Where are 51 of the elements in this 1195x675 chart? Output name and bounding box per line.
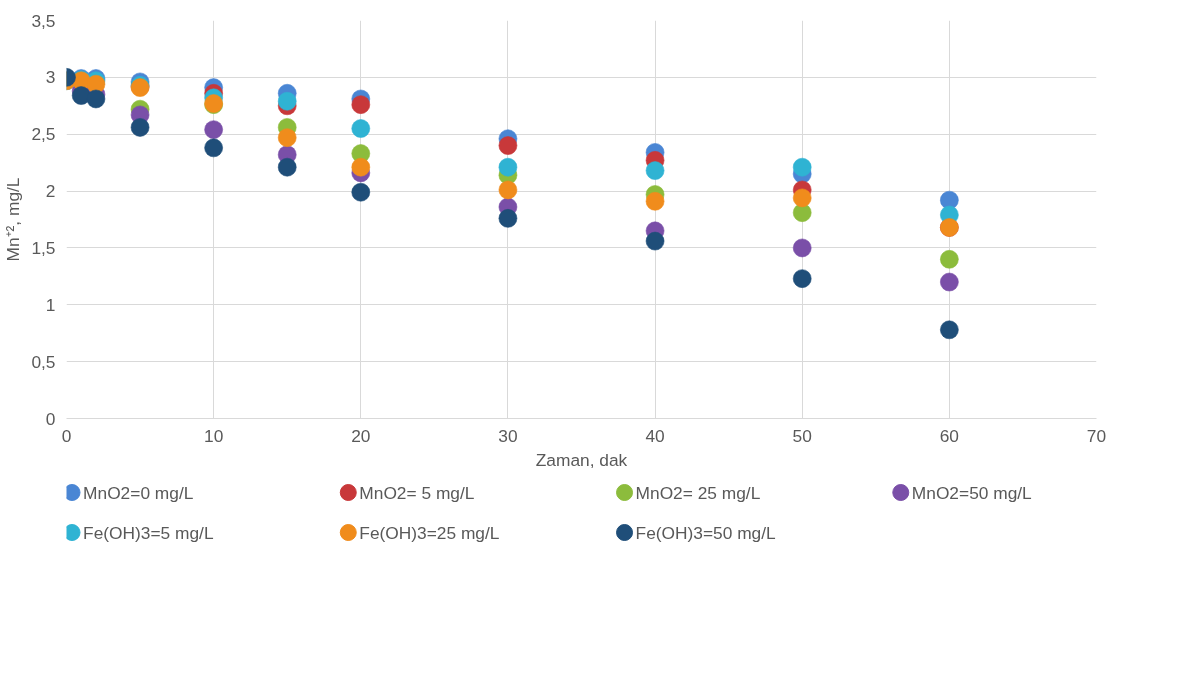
point [277, 157, 297, 177]
y-tick-label: 0 [45, 408, 56, 429]
point [498, 136, 518, 156]
x-tick-label: 50 [792, 425, 812, 446]
point [939, 272, 959, 292]
x-tick-label: 40 [645, 425, 665, 446]
point [792, 269, 812, 289]
point [130, 117, 150, 137]
y-axis-title: Mn⁺², mg/L [3, 177, 24, 262]
point [277, 128, 297, 148]
legend-label: MnO2=50 mg/L [911, 482, 1033, 503]
point [645, 191, 665, 211]
legend-label: MnO2=0 mg/L [83, 482, 194, 503]
point [645, 161, 665, 181]
point [939, 320, 959, 340]
legend-label: Fe(OH)3=5 mg/L [83, 522, 214, 543]
legend-label: Fe(OH)3=25 mg/L [359, 522, 500, 543]
point [498, 208, 518, 228]
point [498, 180, 518, 200]
x-axis-title: Zaman, dak [535, 449, 628, 470]
point [498, 157, 518, 177]
point [645, 231, 665, 251]
y-tick-label: 3,5 [31, 10, 56, 31]
y-tick-label: 2 [45, 181, 56, 202]
x-tick-label: 70 [1086, 425, 1107, 446]
point [351, 182, 371, 202]
y-tick-label: 2,5 [31, 124, 56, 145]
point [277, 91, 297, 111]
point [351, 95, 371, 115]
point [792, 188, 812, 208]
x-tick-label: 20 [351, 425, 371, 446]
point [71, 86, 91, 106]
legend-label: MnO2= 25 mg/L [635, 482, 761, 503]
x-tick-label: 60 [939, 425, 959, 446]
x-tick-label: 30 [498, 425, 518, 446]
point [792, 238, 812, 258]
y-tick-label: 1 [45, 294, 56, 315]
y-tick-label: 1,5 [31, 237, 56, 258]
point [351, 157, 371, 177]
point [351, 119, 371, 139]
point [792, 157, 812, 177]
point [86, 89, 106, 109]
point [204, 138, 224, 158]
legend-label: Fe(OH)3=50 mg/L [635, 522, 777, 543]
y-tick-label: 0,5 [31, 351, 56, 372]
point [939, 249, 959, 269]
x-tick-label: 0 [61, 425, 72, 446]
y-tick-label: 3 [45, 67, 56, 88]
point [204, 120, 224, 140]
x-tick-label: 10 [204, 425, 224, 446]
legend-label: MnO2= 5 mg/L [359, 482, 475, 503]
